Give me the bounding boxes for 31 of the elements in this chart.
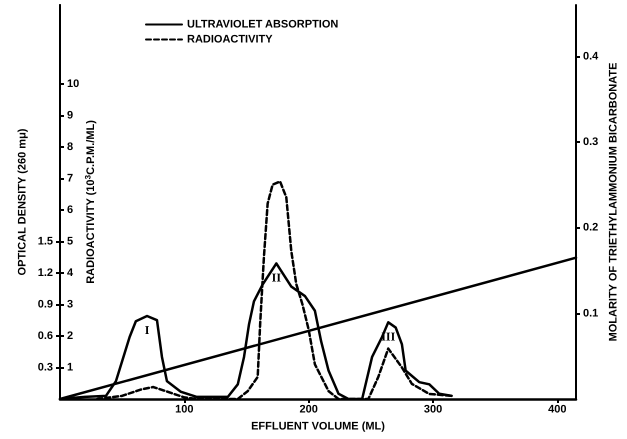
y3-tick-label: 10	[67, 78, 80, 90]
y3-tick-label: 1	[67, 361, 74, 374]
y3-tick-label: 4	[67, 266, 74, 279]
y2-axis-title: MOLARITY OF TRIETHYLAMMONIUM BICARBONATE	[608, 62, 620, 342]
x-tick-label: 400	[548, 404, 567, 416]
x-tick-label: 100	[175, 404, 194, 416]
x-tick-label: 300	[424, 404, 442, 416]
legend-label: RADIOACTIVITY	[187, 34, 274, 46]
y-axis-title: OPTICAL DENSITY (260 mμ)	[16, 128, 28, 276]
y-tick-label: 0.6	[38, 330, 53, 342]
legend-label: ULTRAVIOLET ABSORPTION	[187, 18, 338, 30]
y3-tick-label: 2	[67, 330, 74, 342]
y3-tick-label: 5	[67, 235, 74, 248]
x-tick-label: 200	[299, 404, 318, 416]
y2-tick-label: 0.3	[583, 136, 598, 148]
y2-tick-label: 0.2	[583, 222, 598, 234]
y3-tick-label: 7	[67, 172, 74, 184]
y-tick-label: 0.9	[38, 298, 53, 310]
x-axis-title: EFFLUENT VOLUME (ML)	[251, 420, 386, 432]
y-tick-label: 1.5	[38, 235, 53, 248]
y2-tick-label: 0.1	[583, 307, 598, 320]
annotation: I	[144, 322, 150, 337]
y3-tick-label: 3	[67, 298, 74, 310]
y3-axis-title: RADIOACTIVITY (103C.P.M./ML)	[84, 120, 97, 284]
y3-tick-label: 8	[67, 140, 74, 153]
y3-tick-label: 6	[67, 204, 74, 216]
annotation: II	[272, 270, 282, 284]
y2-tick-label: 0.4	[583, 50, 600, 62]
y-tick-label: 1.2	[38, 266, 53, 279]
y3-tick-label: 9	[67, 109, 74, 122]
y-tick-label: 0.3	[38, 361, 53, 374]
